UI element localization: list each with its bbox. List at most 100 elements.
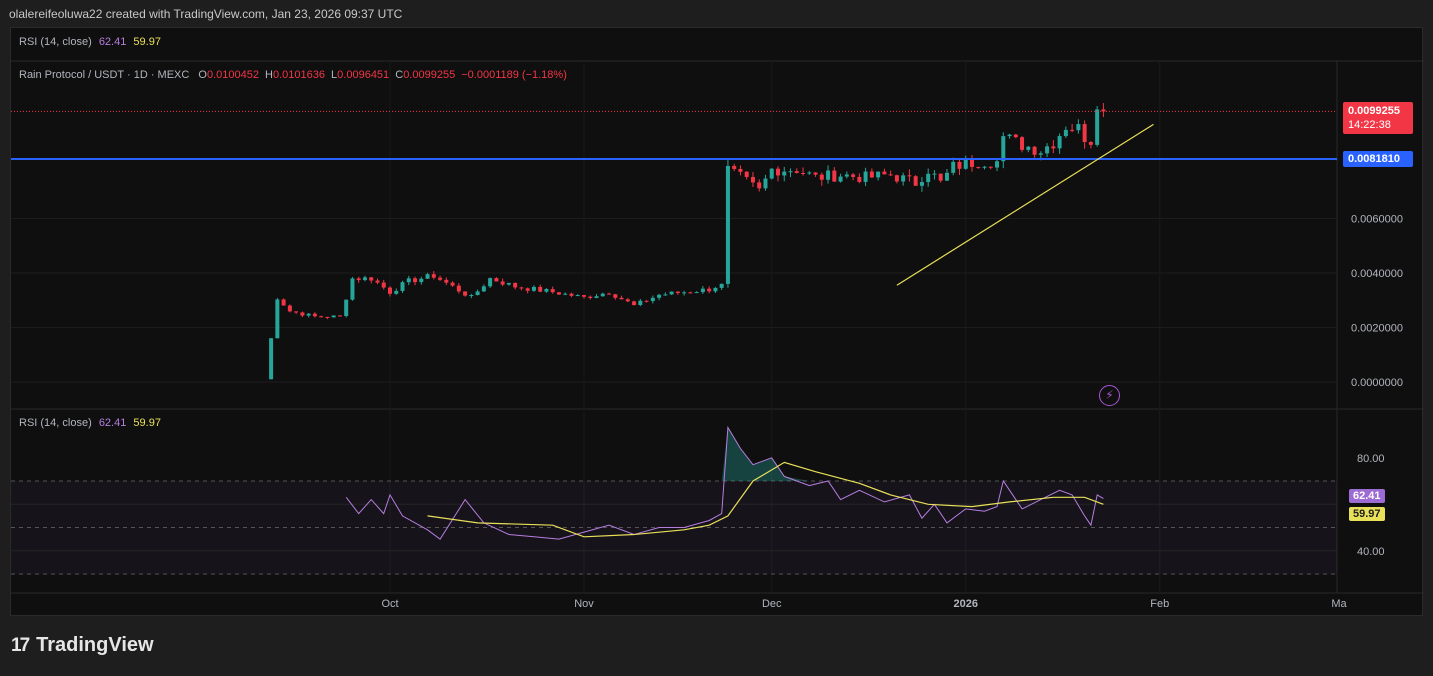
tradingview-logo-icon: 17 <box>11 634 30 656</box>
price-tick-label: 0.0060000 <box>1351 213 1403 225</box>
candle-body <box>863 171 868 182</box>
candle-body <box>463 291 468 296</box>
rsi-tick-label: 80.00 <box>1357 453 1385 465</box>
candle-body <box>337 315 342 317</box>
rsi-value-tag: 62.41 <box>1349 489 1385 503</box>
candle <box>1063 126 1068 138</box>
candle-body <box>375 280 380 283</box>
candle-body <box>550 289 555 293</box>
candle-body <box>394 290 399 294</box>
tradingview-brand[interactable]: 17 TradingView <box>11 634 154 657</box>
candle <box>757 179 762 192</box>
bolt-icon[interactable]: ⚡ <box>1099 385 1120 406</box>
candle <box>951 157 956 176</box>
candle <box>744 171 749 180</box>
candle-body <box>406 278 411 283</box>
candle <box>1088 141 1093 149</box>
candle <box>725 159 730 288</box>
candle-body <box>588 296 593 299</box>
chart-frame[interactable]: 0.0060000 0.0040000 0.0020000 0.0000000 80.0… <box>10 27 1424 617</box>
candle <box>1101 103 1106 118</box>
top-rsi-legend[interactable]: RSI (14, close) 62.41 59.97 <box>19 36 161 48</box>
candle <box>331 315 336 318</box>
candle-body <box>306 313 311 316</box>
candle-body <box>807 172 812 174</box>
candle <box>1032 146 1037 158</box>
candle <box>607 292 612 295</box>
candle <box>863 167 868 187</box>
time-tick-label: Nov <box>574 598 594 610</box>
low-value: 0.0096451 <box>337 69 390 81</box>
candle <box>444 277 449 286</box>
candle <box>1007 133 1012 139</box>
rsi-pane-legend[interactable]: RSI (14, close) 62.41 59.97 <box>19 417 161 429</box>
candle-body <box>663 294 668 296</box>
candle-body <box>982 166 987 168</box>
candle-body <box>788 171 793 173</box>
candle-body <box>901 175 906 182</box>
candle-body <box>556 292 561 295</box>
candle-body <box>1020 137 1025 150</box>
candle <box>625 297 630 303</box>
candle <box>388 286 392 297</box>
candle-body <box>519 287 524 289</box>
candle <box>456 283 461 294</box>
candle-body <box>438 277 443 280</box>
candle-body <box>682 292 687 294</box>
ohlc-legend[interactable]: Rain Protocol / USDT · 1D · MEXC O0.0100… <box>19 69 567 81</box>
time-tick-label: Feb <box>1150 598 1169 610</box>
candle-body <box>813 172 818 175</box>
candle <box>494 277 499 282</box>
candle <box>657 293 662 301</box>
candle-body <box>475 291 480 296</box>
candle-body <box>851 174 856 177</box>
candle-body <box>287 305 292 312</box>
candle <box>1070 123 1075 133</box>
candle <box>550 286 555 294</box>
candle <box>350 277 355 301</box>
candle <box>926 168 931 187</box>
candle <box>688 291 693 294</box>
candle <box>957 159 962 176</box>
candle-body <box>444 279 449 283</box>
candle-body <box>450 282 455 286</box>
candle <box>869 168 874 178</box>
candle <box>294 311 299 315</box>
candle-body <box>500 281 505 285</box>
candle <box>481 284 486 292</box>
candle <box>707 286 712 294</box>
candle <box>400 280 405 294</box>
candle-body <box>1095 109 1100 145</box>
candle <box>569 292 574 298</box>
candle-body <box>1007 134 1012 137</box>
candle-body <box>488 278 493 287</box>
rsi-ma-legend-value: 59.97 <box>133 36 161 48</box>
chart-caption: olalereifeoluwa22 created with TradingVi… <box>9 7 403 21</box>
candle-body <box>719 283 724 288</box>
candle <box>719 283 724 290</box>
candle <box>531 285 536 292</box>
candle <box>269 338 274 380</box>
candle-body <box>988 166 993 168</box>
candle-body <box>644 300 649 302</box>
close-value: 0.0099255 <box>403 69 456 81</box>
candle <box>919 177 924 192</box>
candle-body <box>894 175 899 182</box>
candle <box>876 171 881 181</box>
candle-body <box>694 292 699 294</box>
candle <box>769 168 774 180</box>
trendline <box>896 123 1154 286</box>
candle-body <box>350 278 355 300</box>
candle <box>619 295 624 300</box>
candle-body <box>669 291 674 295</box>
candle <box>1051 140 1056 154</box>
candle-body <box>469 295 474 297</box>
candle <box>375 278 380 285</box>
candle-body <box>963 159 968 169</box>
candle-body <box>513 282 518 288</box>
candle <box>969 155 974 172</box>
candle <box>575 294 580 297</box>
candle-body <box>381 282 386 288</box>
chart-canvas[interactable]: 0.0060000 0.0040000 0.0020000 0.0000000 80.0… <box>11 28 1424 617</box>
candle-body <box>919 182 924 186</box>
